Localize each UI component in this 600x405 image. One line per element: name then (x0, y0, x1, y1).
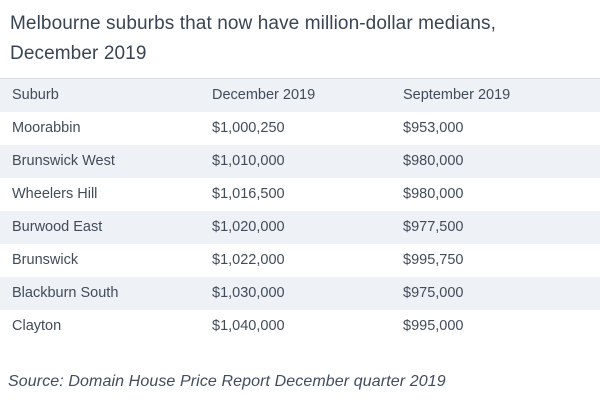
cell-suburb: Brunswick West (12, 153, 115, 169)
table-row: Burwood East $1,020,000 $977,500 (0, 210, 600, 244)
column-header-september-2019: September 2019 (403, 87, 511, 104)
cell-december-2019: $1,000,250 (212, 120, 285, 136)
cell-september-2019: $995,000 (403, 318, 464, 334)
cell-suburb: Moorabbin (12, 120, 81, 136)
cell-december-2019: $1,022,000 (212, 252, 285, 268)
column-header-december-2019: December 2019 (212, 87, 316, 104)
cell-december-2019: $1,030,000 (212, 285, 285, 301)
cell-december-2019: $1,016,500 (212, 186, 285, 202)
cell-suburb: Blackburn South (12, 285, 119, 301)
cell-suburb: Clayton (12, 318, 62, 334)
column-header-suburb: Suburb (12, 87, 59, 104)
cell-suburb: Wheelers Hill (12, 186, 98, 202)
table-row: Brunswick $1,022,000 $995,750 (0, 243, 600, 277)
table-header-row: Suburb December 2019 September 2019 (0, 78, 600, 112)
cell-september-2019: $953,000 (403, 120, 464, 136)
table-row: Clayton $1,040,000 $995,000 (0, 309, 600, 343)
cell-september-2019: $975,000 (403, 285, 464, 301)
page-title: Melbourne suburbs that now have million-… (10, 13, 497, 64)
table-body: Moorabbin $1,000,250 $953,000 Brunswick Wes… (0, 111, 600, 343)
table-row: Brunswick West $1,010,000 $980,000 (0, 144, 600, 178)
suburb-price-table: Suburb December 2019 September 2019 Moor… (0, 78, 600, 343)
cell-september-2019: $980,000 (403, 153, 464, 169)
cell-december-2019: $1,040,000 (212, 318, 285, 334)
table-row: Wheelers Hill $1,016,500 $980,000 (0, 177, 600, 211)
table-row: Blackburn South $1,030,000 $975,000 (0, 276, 600, 310)
cell-september-2019: $977,500 (403, 219, 464, 235)
cell-september-2019: $995,750 (403, 252, 464, 268)
cell-september-2019: $980,000 (403, 186, 464, 202)
cell-december-2019: $1,020,000 (212, 219, 285, 235)
table-row: Moorabbin $1,000,250 $953,000 (0, 111, 600, 145)
source-note: Source: Domain House Price Report Decemb… (8, 372, 446, 390)
cell-suburb: Brunswick (12, 252, 79, 268)
cell-suburb: Burwood East (12, 219, 103, 235)
cell-december-2019: $1,010,000 (212, 153, 285, 169)
